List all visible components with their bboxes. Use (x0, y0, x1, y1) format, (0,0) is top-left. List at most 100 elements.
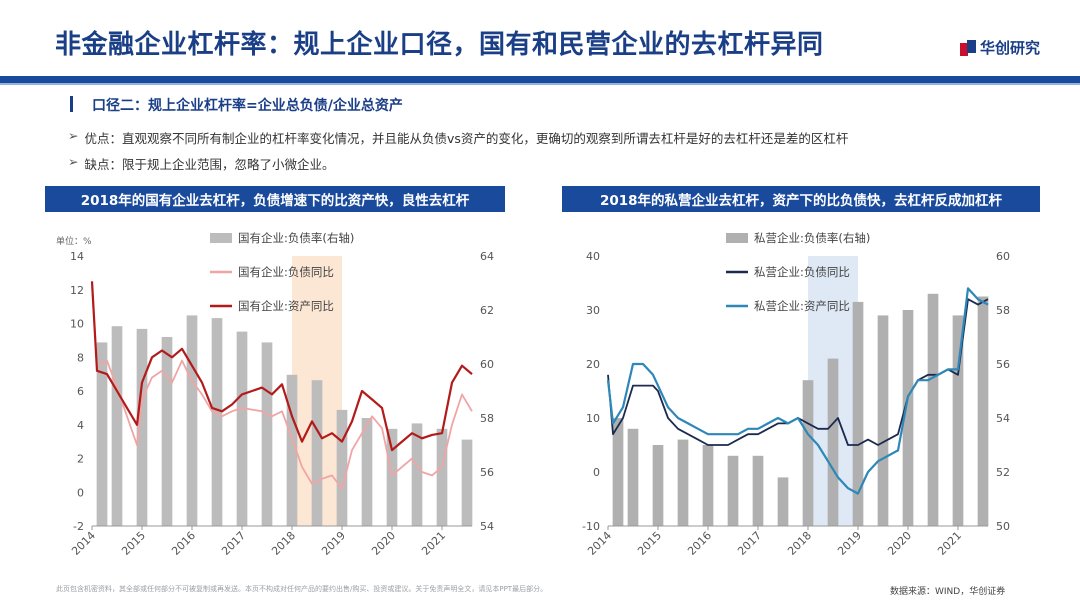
y-right-tick-label: 54 (480, 520, 494, 533)
legend-label: 国有企业:负债率(右轴) (238, 231, 354, 245)
bar (386, 428, 398, 526)
bullet-text: 优点：直观观察不同所有制企业的杠杆率变化情况，并且能从负债vs资产的变化，更确切… (84, 131, 849, 146)
disclaimer: 此页包含机密资料，其全部或任何部分不可被复制或再发送。本页不构成对任何产品的要约… (56, 585, 548, 593)
y-left-tick-label: 0 (77, 486, 84, 499)
section-heading: 口径二：规上企业杠杆率=企业总负债/企业总资产 (92, 98, 403, 114)
legend-label: 国有企业:负债同比 (238, 265, 334, 279)
chart-state-owned: -2 0 2 4 6 8 10 12 14 54 56 58 60 62 64 2014 2015 2016 201… (56, 231, 494, 558)
title-divider-accent (0, 83, 1080, 85)
y-left-tick-label: 10 (70, 318, 84, 331)
data-source: 数据来源：WIND，华创证券 (890, 587, 1006, 597)
bar (336, 409, 348, 526)
y-right-tick-label: 56 (996, 358, 1010, 371)
legend-swatch (210, 233, 232, 243)
y-right-tick-label: 62 (480, 304, 494, 317)
y-right-tick-label: 54 (996, 412, 1010, 425)
y-left-tick-label: 8 (77, 351, 84, 364)
bullet-pros: ➢ 优点：直观观察不同所有制企业的杠杆率变化情况，并且能从负债vs资产的变化，更… (68, 128, 848, 147)
legend-label: 国有企业:资产同比 (238, 299, 334, 313)
bar (96, 342, 108, 526)
y-left-tick-label: 6 (77, 385, 84, 398)
x-tick-label: 2015 (119, 529, 148, 558)
y-right-tick-label: 50 (996, 520, 1010, 533)
bar (627, 428, 639, 526)
brand-logo: 华创研究 (960, 37, 1040, 58)
bar (161, 337, 173, 526)
bar (111, 326, 123, 526)
y-left-tick-label: -2 (73, 520, 84, 533)
bullet-text: 缺点：限于规上企业范围，忽略了小微企业。 (84, 157, 335, 172)
x-tick-label: 2016 (685, 529, 714, 558)
bar (436, 428, 448, 526)
bar (261, 342, 273, 526)
bullet-arrow-icon: ➢ (68, 128, 79, 143)
y-right-tick-label: 52 (996, 466, 1010, 479)
x-tick-label: 2020 (885, 529, 914, 558)
bar (411, 423, 423, 526)
bar (211, 318, 223, 526)
x-tick-label: 2019 (319, 529, 348, 558)
logo-icon (960, 39, 976, 56)
bullet-cons: ➢ 缺点：限于规上企业范围，忽略了小微企业。 (68, 154, 335, 173)
bar (952, 315, 964, 526)
y-left-tick-label: -10 (582, 520, 600, 533)
bar (361, 418, 373, 526)
bar (236, 331, 248, 526)
y-left-tick-label: 4 (77, 419, 84, 432)
bar (927, 293, 939, 526)
x-tick-label: 2018 (269, 529, 298, 558)
y-right-tick-label: 56 (480, 466, 494, 479)
y-right-tick-label: 64 (480, 250, 494, 263)
y-left-tick-label: 40 (586, 250, 600, 263)
unit-label: 单位：% (56, 235, 92, 247)
bar (311, 380, 323, 526)
y-left-tick-label: 12 (70, 284, 84, 297)
page-title: 非金融企业杠杆率：规上企业口径，国有和民营企业的去杠杆异同 (55, 30, 824, 60)
bar (752, 455, 764, 526)
bar (802, 380, 814, 526)
bar (777, 477, 789, 526)
title-divider (0, 76, 1080, 83)
series-line (90, 281, 473, 452)
bar (727, 455, 739, 526)
bar (612, 418, 624, 526)
bar (977, 296, 989, 526)
y-right-tick-label: 60 (996, 250, 1010, 263)
legend-label: 私营企业:资产同比 (754, 299, 850, 313)
chart-left-title: 2018年的国有企业去杠杆，负债增速下的比资产快，良性去杠杆 (45, 186, 505, 212)
y-left-tick-label: 14 (70, 250, 84, 263)
bar (702, 445, 714, 526)
x-tick-label: 2016 (169, 529, 198, 558)
x-tick-label: 2015 (635, 529, 664, 558)
x-tick-label: 2014 (585, 529, 614, 558)
y-left-tick-label: 30 (586, 304, 600, 317)
y-left-tick-label: 10 (586, 412, 600, 425)
y-right-tick-label: 58 (480, 412, 494, 425)
legend-label: 私营企业:负债同比 (754, 265, 850, 279)
y-left-tick-label: 20 (586, 358, 600, 371)
chart-right-title: 2018年的私营企业去杠杆，资产下的比负债快，去杠杆反成加杠杆 (562, 186, 1040, 212)
y-left-tick-label: 2 (77, 453, 84, 466)
x-tick-label: 2020 (369, 529, 398, 558)
y-left-tick-label: 0 (593, 466, 600, 479)
chart-private: -10 0 10 20 30 40 50 52 54 56 58 60 2014 2015 2016 2017… (582, 231, 1010, 558)
x-tick-label: 2017 (735, 529, 764, 558)
bar (877, 315, 889, 526)
x-tick-label: 2021 (419, 529, 448, 558)
y-right-tick-label: 60 (480, 358, 494, 371)
y-right-tick-label: 58 (996, 304, 1010, 317)
series-line (91, 286, 473, 490)
bar (652, 445, 664, 526)
legend-label: 私营企业:负债率(右轴) (754, 231, 870, 245)
bar (827, 358, 839, 526)
bar (677, 439, 689, 526)
x-tick-label: 2021 (935, 529, 964, 558)
section-marker (70, 96, 73, 112)
x-tick-label: 2019 (835, 529, 864, 558)
bullet-arrow-icon: ➢ (68, 154, 79, 169)
legend-swatch (726, 233, 748, 243)
bar (136, 328, 148, 526)
bar (902, 310, 914, 526)
bar (852, 301, 864, 526)
x-tick-label: 2014 (69, 529, 98, 558)
